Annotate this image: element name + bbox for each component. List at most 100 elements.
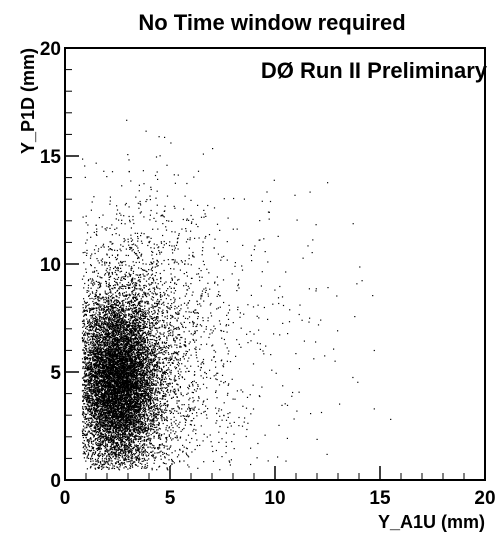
data-point: [166, 369, 169, 371]
data-point: [106, 297, 108, 299]
data-point: [135, 319, 137, 321]
data-point: [144, 347, 146, 349]
data-point: [120, 329, 122, 331]
data-point: [118, 355, 120, 357]
data-point: [88, 357, 90, 359]
data-point: [123, 299, 125, 301]
data-point: [145, 439, 147, 441]
data-point: [84, 366, 86, 368]
data-point: [156, 431, 158, 433]
data-point: [123, 418, 125, 420]
data-point: [130, 443, 132, 445]
data-point: [133, 372, 135, 374]
data-point: [101, 433, 103, 436]
data-point: [117, 424, 119, 427]
data-point: [122, 432, 124, 434]
data-point: [93, 338, 96, 340]
data-point: [128, 417, 130, 419]
data-point: [119, 446, 121, 448]
data-point: [133, 365, 135, 367]
data-point: [126, 412, 128, 414]
data-point: [139, 381, 141, 383]
data-point: [143, 337, 145, 340]
data-point: [169, 371, 171, 373]
data-point: [131, 315, 134, 317]
data-point: [126, 429, 128, 432]
data-point: [90, 317, 92, 319]
data-point: [113, 328, 115, 330]
data-point: [87, 441, 90, 443]
data-point: [98, 339, 100, 341]
data-point: [94, 323, 96, 325]
data-point: [113, 453, 115, 455]
data-point: [97, 336, 100, 338]
data-point: [84, 422, 86, 424]
data-point: [149, 412, 151, 415]
data-point: [105, 269, 107, 271]
data-point: [156, 303, 158, 305]
data-point: [86, 456, 88, 458]
data-point: [127, 448, 129, 450]
data-point: [98, 361, 100, 363]
data-point: [131, 401, 133, 403]
data-point: [116, 404, 118, 406]
data-point: [103, 386, 105, 388]
data-point: [99, 424, 101, 426]
data-point: [115, 463, 117, 465]
data-point: [136, 396, 138, 398]
data-point: [111, 341, 113, 343]
data-point: [133, 344, 135, 346]
data-point: [124, 457, 126, 460]
data-point: [144, 444, 146, 446]
data-point: [88, 324, 90, 326]
data-point: [86, 348, 88, 350]
data-point: [131, 405, 133, 407]
data-point: [145, 280, 148, 282]
data-point: [119, 368, 121, 370]
data-point: [141, 399, 144, 401]
data-point: [131, 334, 133, 336]
data-point: [126, 321, 128, 323]
data-point: [115, 347, 117, 350]
data-point: [120, 362, 122, 364]
data-point: [89, 386, 91, 388]
data-point: [87, 381, 89, 383]
data-point: [99, 418, 101, 420]
data-point: [133, 355, 135, 358]
data-point: [152, 455, 155, 457]
data-point: [99, 391, 101, 393]
data-point: [96, 397, 98, 399]
data-point: [87, 412, 89, 414]
data-point: [118, 407, 120, 409]
data-point: [162, 361, 164, 363]
data-point: [102, 405, 104, 407]
data-point: [121, 390, 123, 392]
data-point: [114, 462, 117, 464]
data-point: [141, 452, 143, 454]
data-point: [140, 349, 142, 351]
data-point: [89, 438, 91, 440]
data-point: [135, 298, 138, 300]
data-point: [83, 396, 85, 398]
data-point: [106, 369, 108, 371]
data-point: [87, 410, 89, 412]
data-point: [155, 383, 157, 385]
data-point: [138, 346, 140, 348]
data-point: [125, 446, 127, 448]
data-point: [86, 350, 88, 352]
data-point: [116, 412, 118, 414]
data-point: [143, 390, 145, 392]
data-point: [106, 455, 108, 457]
data-point: [138, 422, 140, 424]
data-point: [111, 410, 113, 412]
chart-title: No Time window required: [138, 10, 405, 35]
data-point: [88, 354, 90, 356]
data-point: [113, 410, 115, 412]
data-point: [115, 451, 117, 453]
data-point: [130, 280, 132, 282]
data-point: [109, 359, 111, 361]
data-point: [108, 332, 110, 334]
data-point: [141, 356, 143, 358]
data-point: [107, 416, 109, 418]
data-point: [146, 462, 148, 464]
